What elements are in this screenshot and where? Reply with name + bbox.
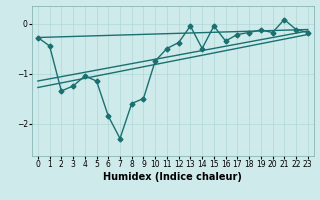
X-axis label: Humidex (Indice chaleur): Humidex (Indice chaleur) [103,172,242,182]
